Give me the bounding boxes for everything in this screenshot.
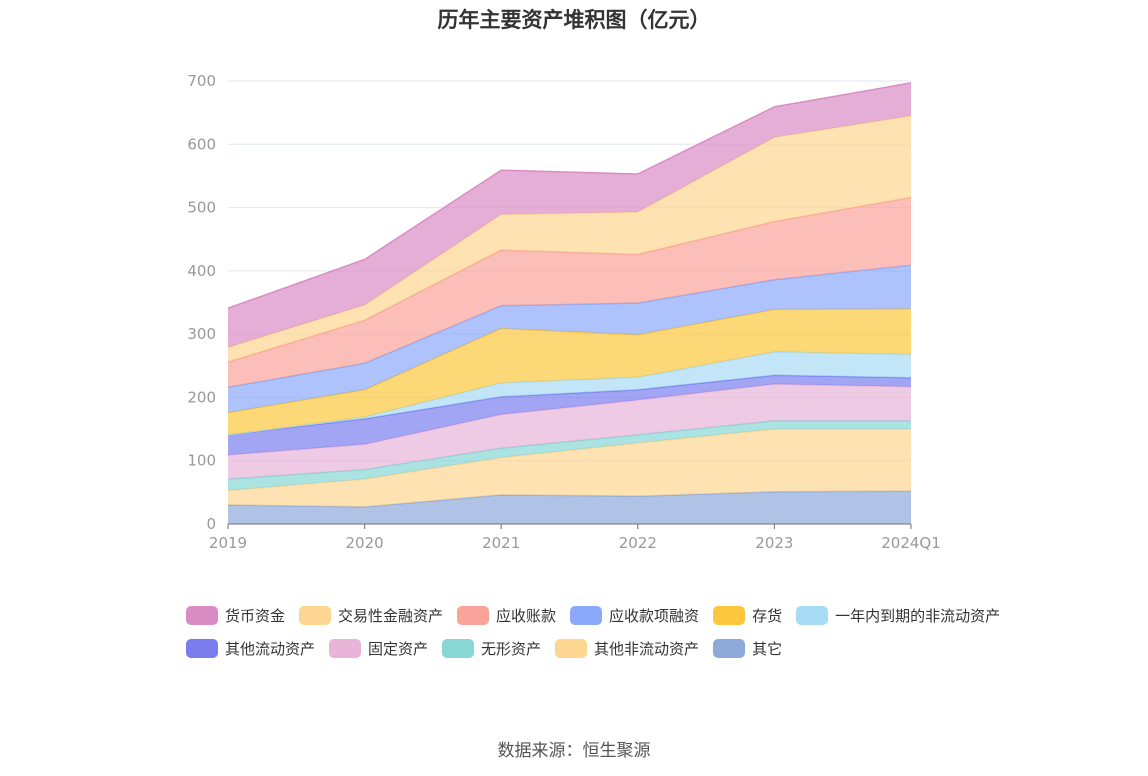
area-一年内到期的非流动资产	[228, 351, 911, 435]
legend-swatch	[186, 638, 218, 658]
legend-item[interactable]: 其他流动资产	[186, 638, 315, 658]
legend-label: 存货	[752, 606, 783, 625]
legend-swatch	[713, 638, 746, 658]
area-固定资产	[228, 384, 911, 480]
legend-label: 无形资产	[481, 639, 542, 658]
x-tick-label: 2019	[209, 534, 247, 552]
area-存货	[228, 308, 911, 435]
legend-label: 其他流动资产	[225, 639, 316, 658]
legend-label: 一年内到期的非流动资产	[835, 606, 1001, 625]
y-tick-label: 100	[187, 452, 216, 470]
y-tick-label: 500	[187, 199, 216, 217]
area-edge-货币资金	[227, 82, 912, 309]
x-tick-label: 2023	[755, 534, 793, 552]
legend-swatch	[796, 605, 829, 625]
area-无形资产	[228, 420, 911, 491]
legend-label: 应收账款	[496, 606, 557, 625]
legend-item[interactable]: 其他非流动资产	[555, 638, 699, 658]
legend-item[interactable]: 存货	[713, 605, 782, 625]
legend-swatch	[555, 638, 588, 658]
y-tick-label: 600	[187, 135, 216, 153]
legend-label: 应收款项融资	[609, 606, 700, 625]
legend-swatch	[299, 605, 332, 625]
legend: 货币资金 交易性金融资产 应收账款 应收款项融资 存货 一年内到期的非流动资产其他流动资产…	[186, 605, 1016, 658]
legend-item[interactable]: 其它	[713, 638, 782, 658]
legend-item[interactable]: 应收款项融资	[570, 605, 699, 625]
legend-item[interactable]: 无形资产	[442, 638, 541, 658]
area-交易性金融资产	[228, 115, 911, 362]
area-应收款项融资	[228, 265, 911, 413]
axes: 0 100 200 300 400 500 600 700 2019 2020 2021 2022 20…	[187, 72, 940, 552]
y-tick-label: 0	[206, 515, 216, 533]
data-source: 数据来源：恒生聚源	[497, 741, 651, 761]
stacked-area-chart: 0 100 200 300 400 500 600 700 2019 2020 2021 2022 20…	[187, 72, 940, 552]
y-tick-label: 200	[187, 388, 216, 406]
x-tick-label: 2022	[619, 534, 657, 552]
area-其它	[228, 491, 911, 524]
legend-swatch	[442, 638, 475, 658]
x-tick-label: 2024Q1	[881, 534, 941, 552]
legend-swatch	[186, 605, 218, 625]
x-tick-label: 2020	[346, 534, 384, 552]
x-tick-label: 2021	[482, 534, 520, 552]
legend-label: 固定资产	[368, 639, 429, 658]
area-应收账款	[228, 197, 911, 388]
y-tick-label: 400	[187, 262, 216, 280]
y-tick-label: 700	[187, 72, 216, 90]
legend-item[interactable]: 货币资金	[186, 605, 285, 625]
chart-title: 历年主要资产堆积图（亿元）	[437, 8, 711, 32]
legend-item[interactable]: 应收账款	[457, 605, 556, 625]
legend-label: 其他非流动资产	[594, 639, 700, 658]
area-其他非流动资产	[228, 429, 911, 507]
legend-item[interactable]: 交易性金融资产	[299, 605, 443, 625]
legend-label: 货币资金	[225, 606, 286, 625]
legend-label: 交易性金融资产	[338, 606, 444, 625]
legend-swatch	[457, 605, 490, 625]
legend-swatch	[570, 605, 603, 625]
legend-item[interactable]: 一年内到期的非流动资产	[796, 605, 1000, 625]
legend-label: 其它	[752, 639, 783, 658]
area-其他流动资产	[228, 375, 911, 455]
legend-swatch	[329, 638, 362, 658]
area-series	[227, 82, 912, 524]
area-货币资金	[228, 82, 911, 348]
legend-item[interactable]: 固定资产	[329, 638, 428, 658]
legend-swatch	[713, 605, 746, 625]
y-tick-label: 300	[187, 325, 216, 343]
